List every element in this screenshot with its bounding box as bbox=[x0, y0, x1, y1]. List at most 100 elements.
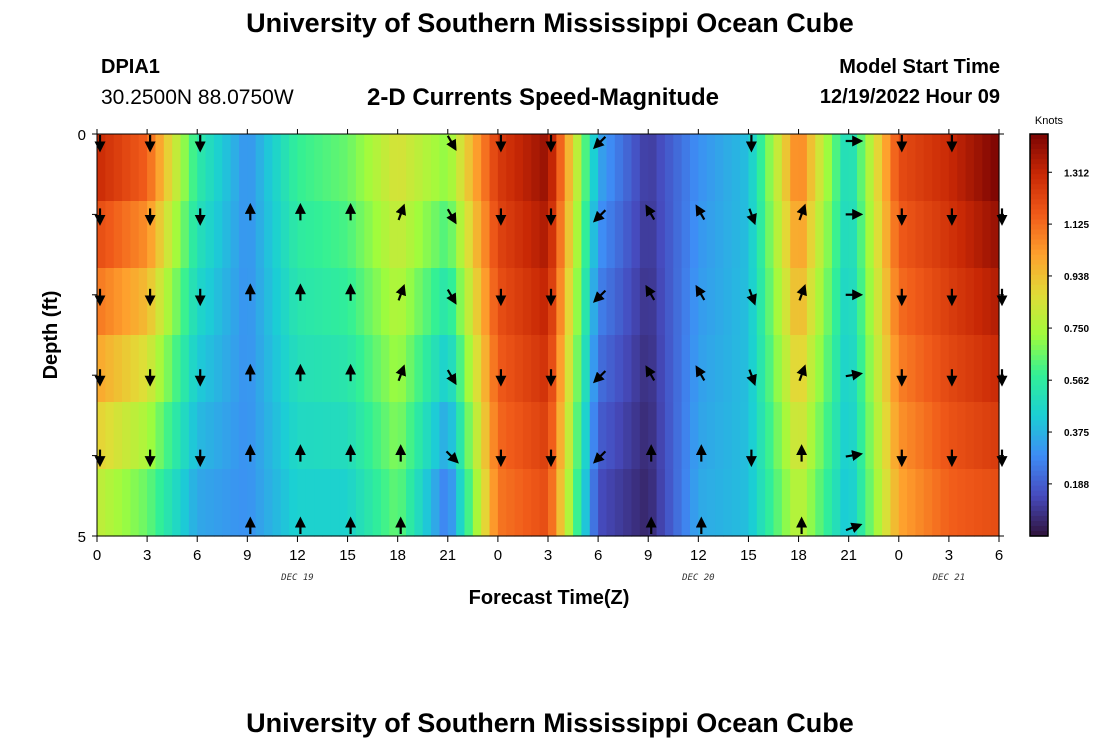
heatmap-cell bbox=[255, 134, 265, 202]
heatmap-cell bbox=[564, 402, 574, 470]
heatmap-cell bbox=[664, 201, 674, 269]
heatmap-cell bbox=[765, 268, 775, 336]
heatmap-cell bbox=[230, 134, 240, 202]
heatmap-cell bbox=[873, 335, 883, 403]
heatmap-cell bbox=[957, 268, 967, 336]
heatmap-cell bbox=[213, 201, 223, 269]
heatmap-cell bbox=[673, 201, 683, 269]
heatmap-cell bbox=[355, 402, 365, 470]
heatmap-cell bbox=[197, 402, 207, 470]
colorbar-band bbox=[1030, 139, 1048, 145]
heatmap-cell bbox=[589, 469, 599, 537]
colorbar-band bbox=[1030, 495, 1048, 502]
heatmap-cell bbox=[907, 335, 917, 403]
heatmap-cell bbox=[314, 201, 324, 269]
y-tick-label: 5 bbox=[78, 529, 86, 546]
heatmap-cell bbox=[414, 201, 424, 269]
heatmap-cell bbox=[631, 335, 641, 403]
heatmap-cell bbox=[414, 134, 424, 202]
heatmap-cell bbox=[314, 268, 324, 336]
heatmap-cell bbox=[205, 469, 215, 537]
heatmap-cell bbox=[573, 335, 583, 403]
heatmap-cell bbox=[773, 469, 783, 537]
heatmap-cell bbox=[723, 268, 733, 336]
heatmap-cell bbox=[656, 201, 666, 269]
heatmap-cell bbox=[489, 201, 499, 269]
footer-title: University of Southern Mississippi Ocean… bbox=[246, 708, 854, 738]
heatmap-cell bbox=[765, 201, 775, 269]
heatmap-cell bbox=[188, 268, 198, 336]
heatmap-cell bbox=[372, 268, 382, 336]
heatmap-cell bbox=[113, 201, 123, 269]
colorbar-tick-label: 0.938 bbox=[1064, 272, 1089, 283]
heatmap-cell bbox=[656, 402, 666, 470]
heatmap-cell bbox=[197, 335, 207, 403]
heatmap-cell bbox=[522, 134, 532, 202]
x-tick-label: 6 bbox=[995, 547, 1003, 564]
heatmap-cell bbox=[790, 402, 800, 470]
heatmap-cell bbox=[731, 134, 741, 202]
heatmap-cell bbox=[840, 402, 850, 470]
heatmap-cell bbox=[873, 201, 883, 269]
page-title: University of Southern Mississippi Ocean… bbox=[246, 8, 854, 38]
colorbar-band bbox=[1030, 134, 1048, 140]
heatmap-cell bbox=[806, 268, 816, 336]
colorbar-band bbox=[1030, 194, 1048, 200]
colorbar-band bbox=[1030, 375, 1048, 381]
colorbar-band bbox=[1030, 204, 1048, 210]
colorbar-band bbox=[1030, 505, 1048, 512]
heatmap-cell bbox=[848, 402, 858, 470]
heatmap-cell bbox=[982, 201, 992, 269]
heatmap-cell bbox=[97, 268, 106, 336]
heatmap-cell bbox=[305, 134, 315, 202]
heatmap-cell bbox=[238, 402, 248, 470]
heatmap-cell bbox=[447, 201, 457, 269]
x-tick-label: 12 bbox=[690, 547, 707, 564]
heatmap-cell bbox=[222, 402, 232, 470]
heatmap-cell bbox=[264, 134, 273, 202]
colorbar-band bbox=[1030, 274, 1048, 281]
heatmap-cell bbox=[431, 335, 441, 403]
x-tick-label: 15 bbox=[339, 547, 356, 564]
colorbar-band bbox=[1030, 309, 1048, 316]
heatmap-cell bbox=[781, 134, 791, 202]
heatmap-cell bbox=[773, 402, 783, 470]
heatmap-cell bbox=[648, 469, 658, 537]
heatmap-cell bbox=[857, 402, 866, 470]
colorbar-band bbox=[1030, 284, 1048, 291]
heatmap-cell bbox=[264, 268, 273, 336]
heatmap-cell bbox=[798, 268, 808, 336]
heatmap-cell bbox=[380, 268, 390, 336]
heatmap-cell bbox=[631, 201, 641, 269]
heatmap-cell bbox=[330, 201, 340, 269]
heatmap-cell bbox=[898, 469, 908, 537]
colorbar-band bbox=[1030, 485, 1048, 492]
colorbar: 1.312 1.125 0.938 0.750 0.562 0.375 0.188 bbox=[1029, 133, 1089, 537]
heatmap-cell bbox=[664, 134, 674, 202]
heatmap-cell bbox=[614, 268, 624, 336]
heatmap-cell bbox=[573, 402, 583, 470]
heatmap-cell bbox=[915, 402, 925, 470]
x-tick-label: 3 bbox=[544, 547, 552, 564]
heatmap-cell bbox=[305, 469, 315, 537]
heatmap-cell bbox=[773, 134, 783, 202]
heatmap-cell bbox=[355, 201, 365, 269]
date-label: DEC 19 bbox=[280, 573, 314, 583]
heatmap-cell bbox=[815, 402, 825, 470]
heatmap-cell bbox=[581, 402, 591, 470]
heatmap-cell bbox=[681, 335, 691, 403]
heatmap-cell bbox=[105, 402, 115, 470]
heatmap-cell bbox=[147, 201, 157, 269]
heatmap-cell bbox=[172, 201, 182, 269]
heatmap-cell bbox=[406, 335, 415, 403]
heatmap-cell bbox=[648, 335, 658, 403]
heatmap-cell bbox=[297, 402, 307, 470]
heatmap-cell bbox=[890, 402, 900, 470]
heatmap-cell bbox=[172, 469, 182, 537]
heatmap-cell bbox=[948, 134, 958, 202]
heatmap-cell bbox=[898, 402, 908, 470]
heatmap-cell bbox=[355, 268, 365, 336]
colorbar-band bbox=[1030, 365, 1048, 371]
heatmap-cell bbox=[948, 201, 958, 269]
heatmap-cell bbox=[305, 201, 315, 269]
